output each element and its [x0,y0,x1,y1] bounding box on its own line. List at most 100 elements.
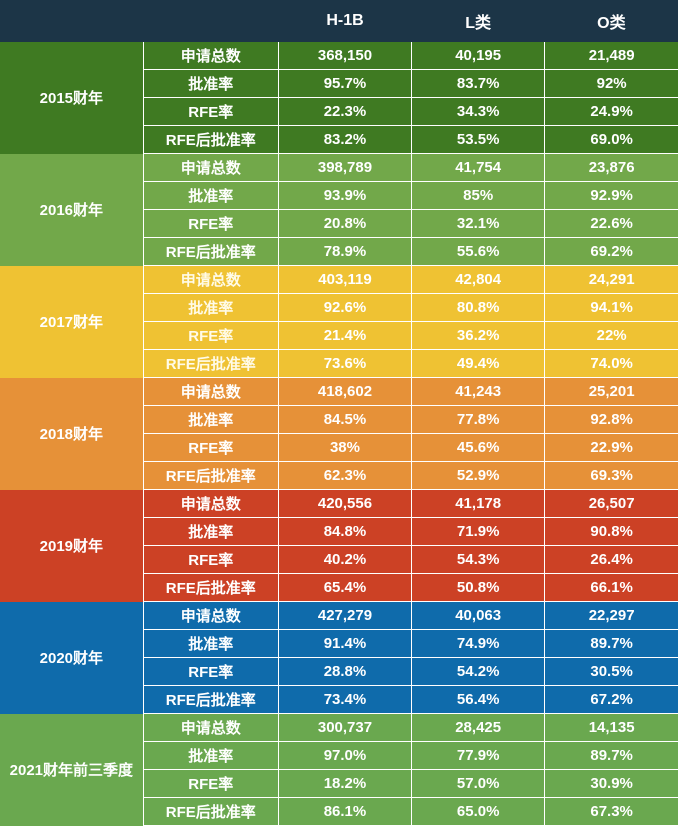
l-value: 57.0% [411,769,545,798]
o-value: 92.8% [544,405,678,434]
l-value: 85% [411,181,545,210]
h1b-value: 65.4% [277,573,412,602]
fiscal-year-cell: 2018财年 [0,377,144,490]
l-value: 40,195 [411,42,545,70]
l-value: 53.5% [411,125,545,154]
l-value: 50.8% [411,573,545,602]
metric-label: 申请总数 [142,601,279,630]
table-row: RFE后批准率 65.4% 50.8% 66.1% [0,573,678,602]
h1b-value: 73.6% [277,349,412,378]
h1b-value: 91.4% [277,629,412,658]
h1b-value: 92.6% [277,293,412,322]
metric-label: RFE率 [142,545,279,574]
fiscal-year-cell: 2016财年 [0,153,144,266]
table-row: RFE率 21.4% 36.2% 22% [0,321,678,350]
o-value: 30.9% [544,769,678,798]
o-value: 26.4% [544,545,678,574]
o-value: 92.9% [544,181,678,210]
l-value: 77.8% [411,405,545,434]
table-row: 批准率 95.7% 83.7% 92% [0,69,678,98]
table-row: RFE后批准率 62.3% 52.9% 69.3% [0,461,678,490]
table-row: RFE后批准率 73.6% 49.4% 74.0% [0,349,678,378]
o-value: 22,297 [544,601,678,630]
h1b-value: 93.9% [277,181,412,210]
metric-label: 申请总数 [142,489,279,518]
metric-label: RFE后批准率 [142,573,279,602]
o-value: 22% [544,321,678,350]
h1b-value: 84.8% [277,517,412,546]
metric-label: RFE后批准率 [142,349,279,378]
metric-label: 申请总数 [142,42,279,70]
metric-label: 申请总数 [142,153,279,182]
table-row: 2016财年 申请总数 398,789 41,754 23,876 [0,153,678,266]
table-row: 2017财年 申请总数 403,119 42,804 24,291 [0,265,678,378]
o-value: 74.0% [544,349,678,378]
metric-label: 批准率 [142,405,279,434]
h1b-value: 40.2% [277,545,412,574]
o-value: 69.3% [544,461,678,490]
o-value: 94.1% [544,293,678,322]
header-o-visa: O类 [544,0,678,42]
l-value: 71.9% [411,517,545,546]
h1b-value: 427,279 [277,601,412,630]
h1b-value: 300,737 [277,713,412,742]
table-row: RFE率 18.2% 57.0% 30.9% [0,769,678,798]
o-value: 22.9% [544,433,678,462]
table-row: 2019财年 申请总数 420,556 41,178 26,507 [0,489,678,602]
table-row: 2015财年 申请总数 368,150 40,195 21,489 [0,42,678,154]
l-value: 42,804 [411,265,545,294]
l-value: 49.4% [411,349,545,378]
h1b-value: 73.4% [277,685,412,714]
table-row: RFE率 20.8% 32.1% 22.6% [0,209,678,238]
metric-label: RFE后批准率 [142,237,279,266]
l-value: 41,243 [411,377,545,406]
l-value: 40,063 [411,601,545,630]
l-value: 41,754 [411,153,545,182]
table-row: 批准率 93.9% 85% 92.9% [0,181,678,210]
o-value: 21,489 [544,42,678,70]
o-value: 25,201 [544,377,678,406]
metric-label: 批准率 [142,741,279,770]
table-row: RFE率 22.3% 34.3% 24.9% [0,97,678,126]
metric-label: RFE率 [142,209,279,238]
h1b-value: 18.2% [277,769,412,798]
h1b-value: 403,119 [277,265,412,294]
o-value: 66.1% [544,573,678,602]
o-value: 89.7% [544,629,678,658]
table-row: 批准率 97.0% 77.9% 89.7% [0,741,678,770]
table-row: 2021财年前三季度 申请总数 300,737 28,425 14,135 [0,713,678,826]
metric-label: RFE率 [142,433,279,462]
metric-label: 申请总数 [142,713,279,742]
table-row: 批准率 84.8% 71.9% 90.8% [0,517,678,546]
fiscal-year-cell: 2020财年 [0,601,144,714]
h1b-value: 84.5% [277,405,412,434]
h1b-value: 38% [277,433,412,462]
l-value: 36.2% [411,321,545,350]
l-value: 52.9% [411,461,545,490]
h1b-value: 62.3% [277,461,412,490]
metric-label: 批准率 [142,69,279,98]
metric-label: RFE率 [142,769,279,798]
metric-label: 批准率 [142,293,279,322]
h1b-value: 398,789 [277,153,412,182]
table-row: 2018财年 申请总数 418,602 41,243 25,201 [0,377,678,490]
metric-label: RFE率 [142,657,279,686]
l-value: 77.9% [411,741,545,770]
l-value: 41,178 [411,489,545,518]
o-value: 22.6% [544,209,678,238]
fiscal-year-cell: 2019财年 [0,489,144,602]
h1b-value: 95.7% [277,69,412,98]
table-row: RFE率 38% 45.6% 22.9% [0,433,678,462]
o-value: 14,135 [544,713,678,742]
l-value: 54.2% [411,657,545,686]
o-value: 69.2% [544,237,678,266]
h1b-value: 22.3% [277,97,412,126]
l-value: 34.3% [411,97,545,126]
table-header-row: H-1B L类 O类 [0,0,678,42]
o-value: 69.0% [544,125,678,154]
h1b-value: 420,556 [277,489,412,518]
table-row: 2020财年 申请总数 427,279 40,063 22,297 [0,601,678,714]
metric-label: RFE后批准率 [142,125,279,154]
table-row: RFE后批准率 83.2% 53.5% 69.0% [0,125,678,154]
